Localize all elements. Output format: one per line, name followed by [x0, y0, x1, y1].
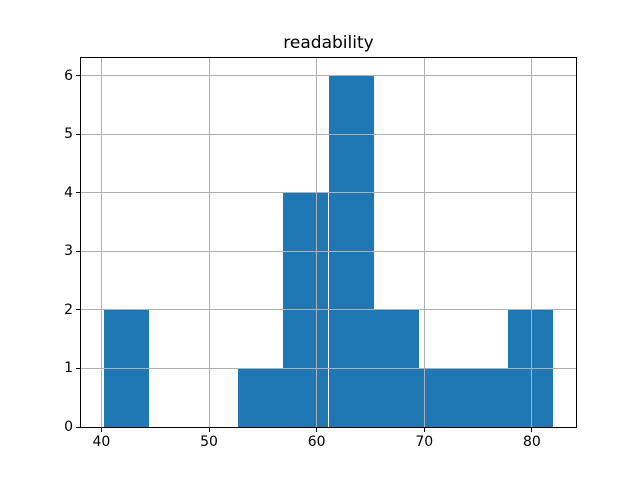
histogram-bar: [418, 368, 463, 427]
plot-area: 40 50 60 70 80 0 1 2 3 4 5 6: [64, 57, 577, 449]
gridline: [81, 75, 576, 77]
y-tick-mark: [76, 367, 80, 369]
y-tick-mark: [76, 75, 80, 77]
y-tick-mark: [76, 133, 80, 135]
histogram-bar: [238, 368, 284, 427]
y-tick-mark: [76, 309, 80, 311]
y-tick-label: 2: [64, 301, 73, 318]
x-tick-label: 80: [522, 434, 541, 450]
gridline: [81, 309, 576, 311]
y-tick-mark: [76, 192, 80, 194]
y-tick-mark: [76, 426, 80, 428]
gridline: [81, 192, 576, 194]
y-tick-label: 1: [64, 360, 73, 377]
y-tick-label: 4: [64, 184, 73, 201]
y-tick-label: 6: [64, 67, 73, 84]
gridline: [316, 58, 318, 427]
gridline: [81, 133, 576, 135]
y-tick-mark: [76, 250, 80, 252]
y-tick-label: 5: [64, 126, 73, 143]
gridline: [100, 58, 102, 427]
x-tick-label: 40: [92, 434, 111, 450]
gridline: [81, 367, 576, 369]
x-tick-label: 70: [415, 434, 434, 450]
chart-title: readability: [283, 33, 374, 53]
y-tick-label: 0: [64, 419, 73, 435]
x-tick-mark: [100, 428, 102, 432]
x-tick-label: 50: [200, 434, 218, 450]
x-tick-mark: [208, 428, 210, 432]
gridline: [81, 250, 576, 252]
gridline: [423, 58, 425, 427]
gridline: [208, 58, 210, 427]
x-tick-mark: [531, 428, 533, 432]
gridline: [531, 58, 533, 427]
x-tick-mark: [423, 428, 425, 432]
histogram-bar: [463, 368, 509, 427]
x-tick-mark: [316, 428, 318, 432]
y-tick-label: 3: [64, 243, 73, 260]
x-tick-label: 60: [307, 434, 326, 450]
